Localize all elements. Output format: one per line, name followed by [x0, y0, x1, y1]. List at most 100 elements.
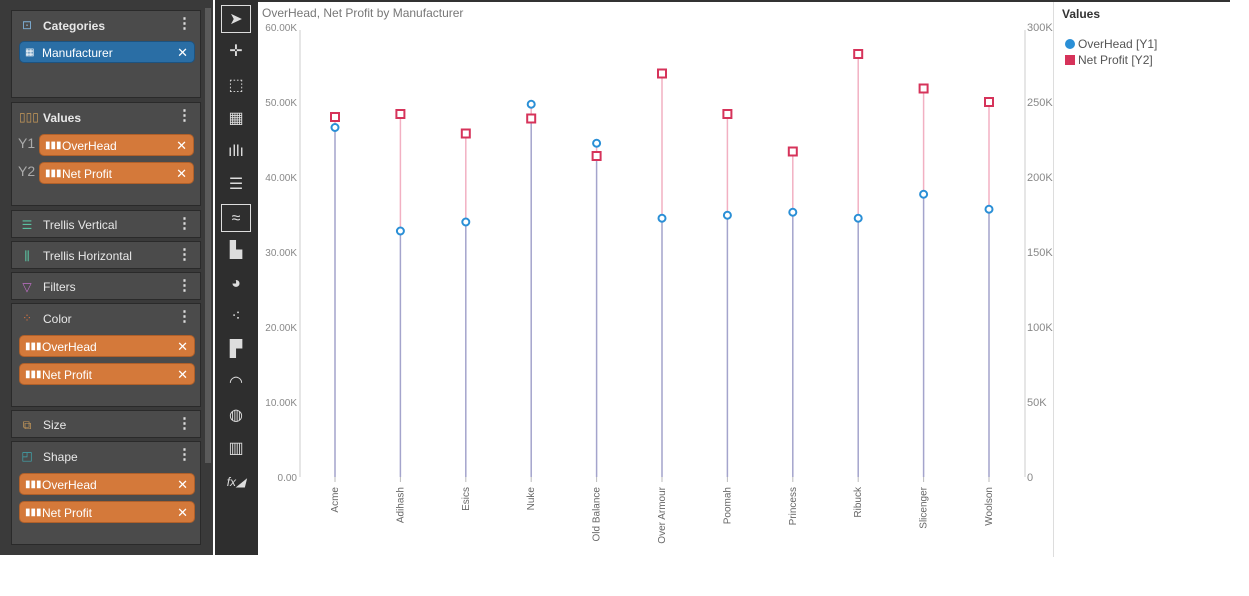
legend-label: OverHead [Y1] [1078, 37, 1158, 51]
manufacturer-pill[interactable]: ▦ Manufacturer ✕ [19, 41, 195, 63]
measure-icon: ▮▮▮ [25, 507, 42, 518]
y1-label: Y1 [18, 135, 36, 151]
more-menu-icon[interactable]: ⋮ [177, 246, 192, 263]
overhead-point [657, 213, 667, 223]
more-menu-icon[interactable]: ⋮ [177, 446, 192, 463]
shape-panel: ◰ Shape ⋮ ▮▮▮ OverHead ✕ ▮▮▮ Net Profit … [11, 441, 201, 545]
size-panel[interactable]: ⧉ Size ⋮ [11, 410, 201, 438]
right-tick-label: 150K [1027, 247, 1053, 259]
overhead-point [592, 138, 602, 148]
left-tick-label: 20.00K [265, 323, 297, 334]
net-profit-point [657, 68, 667, 79]
trellis-horizontal-panel[interactable]: ⫼ Trellis Horizontal ⋮ [11, 241, 201, 269]
net-profit-pill[interactable]: ▮▮▮ Net Profit ✕ [19, 363, 195, 385]
pie-chart-icon[interactable]: ◕ [231, 275, 241, 292]
net-profit-point [787, 146, 798, 157]
pointer-icon[interactable]: ➤ [221, 5, 251, 33]
size-icon: ⧉ [22, 418, 32, 432]
remove-icon[interactable]: ✕ [177, 45, 188, 60]
y2-label: Y2 [18, 163, 36, 179]
net-profit-point [460, 128, 471, 139]
overhead-point [395, 226, 405, 236]
sidebar-scrollbar[interactable] [205, 8, 211, 463]
right-tick-label: 0 [1027, 472, 1033, 484]
overhead-point [461, 217, 471, 227]
values-panel: ▯▯▯ Values ⋮ Y1 Y2 ▮▮▮ OverHead ✕ ▮▮▮ Ne… [11, 102, 201, 206]
legend-label: Net Profit [Y2] [1078, 53, 1153, 67]
categories-panel: ⊡ Categories ⋮ ▦ Manufacturer ✕ [11, 10, 201, 98]
x-tick-label: Poomah [722, 487, 733, 524]
net-profit-pill[interactable]: ▮▮▮ Net Profit ✕ [19, 501, 195, 523]
x-tick-label: Woolson [984, 487, 995, 526]
overhead-pill[interactable]: ▮▮▮ OverHead ✕ [19, 473, 195, 495]
legend: Values OverHead [Y1] Net Profit [Y2] [1053, 2, 1231, 557]
remove-icon[interactable]: ✕ [177, 367, 188, 382]
color-icon: ⁘ [21, 311, 33, 325]
measure-icon: ▮▮▮ [25, 369, 42, 380]
more-menu-icon[interactable]: ⋮ [177, 107, 192, 124]
filters-panel[interactable]: ▽ Filters ⋮ [11, 272, 201, 300]
overhead-pill[interactable]: ▮▮▮ OverHead ✕ [39, 134, 194, 156]
area-chart-icon[interactable]: ▙ [229, 242, 243, 259]
pill-label: Net Profit [42, 506, 93, 520]
left-tick-label: 0.00 [278, 473, 298, 484]
x-tick-label: Esics [461, 487, 472, 511]
measure-icon: ▮▮▮ [25, 479, 42, 490]
more-menu-icon[interactable]: ⋮ [177, 415, 192, 432]
net-profit-pill[interactable]: ▮▮▮ Net Profit ✕ [39, 162, 194, 184]
bar-chart-icon[interactable]: ☰ [228, 176, 244, 193]
x-tick-label: Ribuck [853, 486, 864, 518]
x-tick-label: Acme [330, 487, 341, 513]
categories-icon: ⊡ [21, 18, 33, 32]
more-menu-icon[interactable]: ⋮ [177, 277, 192, 294]
panel-title: Size [43, 418, 67, 432]
add-point-icon[interactable]: ✛ [229, 43, 243, 60]
gauge-icon[interactable]: ◠ [229, 374, 243, 391]
more-menu-icon[interactable]: ⋮ [177, 215, 192, 232]
globe-icon[interactable]: ◍ [229, 407, 243, 424]
x-tick-label: Princess [788, 487, 799, 525]
net-profit-point [984, 97, 994, 107]
net-profit-point [853, 49, 864, 59]
trellis-vertical-panel[interactable]: ☰ Trellis Vertical ⋮ [11, 210, 201, 238]
square-marker-icon [1065, 55, 1075, 65]
left-tick-label: 30.00K [265, 248, 297, 259]
right-tick-label: 100K [1027, 322, 1053, 334]
remove-icon[interactable]: ✕ [176, 138, 187, 153]
chart-type-toolbar: ➤ ✛ ⬚ ▦ ıllı ☰ ≈ ▙ ◕ ⁖ ▛ ◠ ◍ ▥ fx◢ [215, 0, 258, 555]
remove-icon[interactable]: ✕ [177, 339, 188, 354]
more-menu-icon[interactable]: ⋮ [177, 308, 192, 325]
net-profit-point [526, 113, 537, 124]
field-well-sidebar: ⊡ Categories ⋮ ▦ Manufacturer ✕ ▯▯▯ Valu… [0, 0, 213, 555]
pill-label: OverHead [42, 340, 97, 354]
scatter-icon[interactable]: ⁖ [231, 308, 241, 325]
panel-title: Shape [43, 450, 78, 464]
overhead-pill[interactable]: ▮▮▮ OverHead ✕ [19, 335, 195, 357]
remove-icon[interactable]: ✕ [177, 505, 188, 520]
remove-icon[interactable]: ✕ [176, 166, 187, 181]
legend-item-overhead[interactable]: OverHead [Y1] [1065, 37, 1157, 51]
net-profit-point [330, 112, 340, 122]
formula-icon[interactable]: fx◢ [226, 475, 246, 489]
remove-icon[interactable]: ✕ [177, 477, 188, 492]
column-chart-icon[interactable]: ıllı [228, 143, 244, 160]
more-menu-icon[interactable]: ⋮ [177, 15, 192, 32]
left-tick-label: 60.00K [265, 23, 297, 34]
right-tick-label: 250K [1027, 97, 1053, 109]
values-icon: ▯▯▯ [19, 110, 39, 124]
pivot-icon[interactable]: ▥ [228, 440, 244, 457]
overhead-point [526, 99, 536, 109]
treemap-icon[interactable]: ▛ [229, 341, 243, 358]
select-region-icon[interactable]: ⬚ [228, 77, 244, 94]
pill-label: Net Profit [62, 167, 113, 181]
net-profit-point [591, 151, 602, 161]
measure-icon: ▮▮▮ [25, 341, 42, 352]
legend-item-net-profit[interactable]: Net Profit [Y2] [1065, 53, 1153, 67]
x-tick-label: Old Balance [592, 487, 603, 542]
grid-icon[interactable]: ▦ [228, 110, 244, 127]
trellis-horizontal-icon: ⫼ [24, 249, 30, 263]
line-chart-icon[interactable]: ≈ [221, 204, 251, 232]
pill-label: Net Profit [42, 368, 93, 382]
lollipop-chart: 0.00 10.00K 20.00K 30.00K 40.00K 50.00K 60.00K… [265, 22, 1053, 544]
panel-title: Categories [43, 19, 106, 33]
